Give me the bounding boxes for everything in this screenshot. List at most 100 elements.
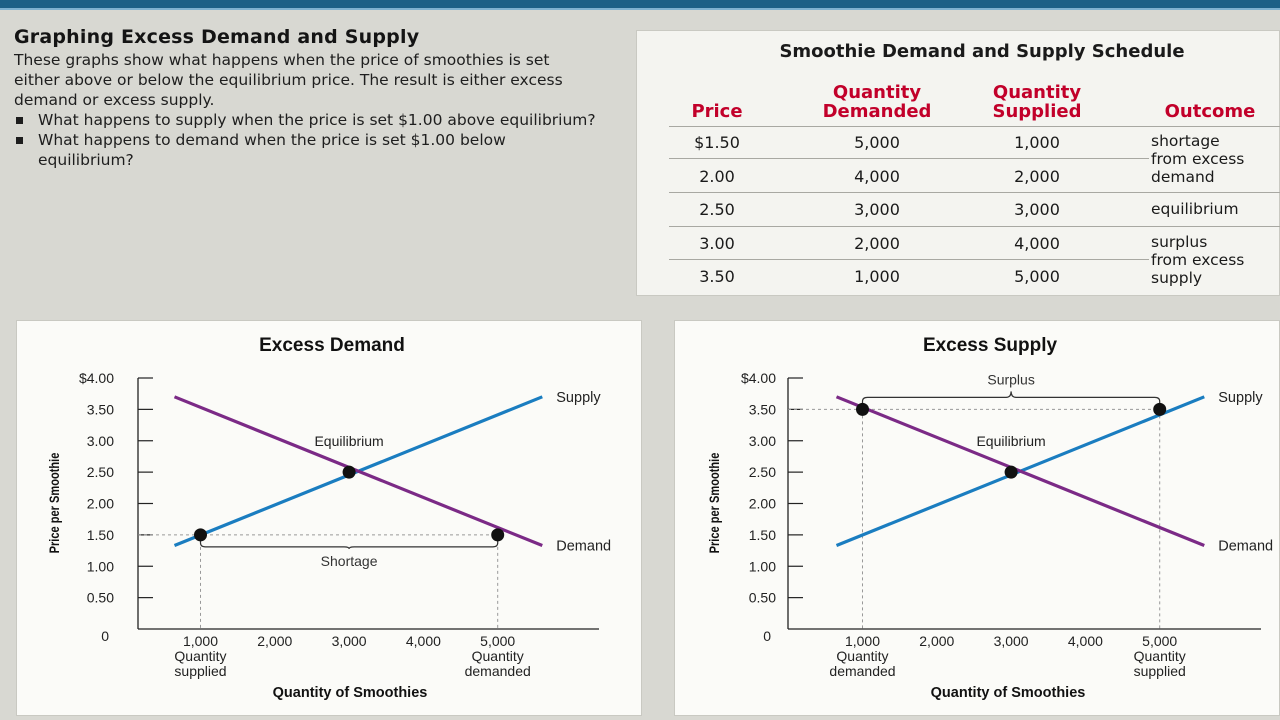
x-axis-label: Quantity of Smoothies — [931, 685, 1086, 701]
y-tick-label: 2.00 — [87, 496, 114, 512]
x-tick-label: 5,000 — [480, 633, 515, 649]
schedule-title: Smoothie Demand and Supply Schedule — [779, 41, 1185, 62]
y-tick-label: 1.00 — [749, 558, 776, 574]
x-tick-sublabel: supplied — [174, 663, 226, 679]
y-tick-label: 1.00 — [87, 558, 114, 574]
y-tick-label: 2.50 — [749, 464, 776, 480]
row-demanded: 1,000 — [854, 267, 900, 286]
bracket — [861, 391, 1161, 406]
outcome-surplus: surplus from excess supply — [1151, 233, 1245, 287]
row-price: 3.50 — [699, 267, 735, 286]
x-tick-label: 4,000 — [406, 633, 441, 649]
header-qs-line2: Supplied — [992, 101, 1082, 122]
x-tick-label: 3,000 — [994, 633, 1029, 649]
bullet-icon — [16, 117, 23, 124]
excess-demand-panel: Excess Demand 0 0.50 1.00 1.50 2.00 2.50 3.00 3.… — [16, 320, 642, 716]
price-point — [856, 402, 869, 416]
row-supplied: 3,000 — [1014, 200, 1060, 219]
price-point — [194, 528, 207, 542]
row-price: 3.00 — [699, 234, 735, 253]
x-tick-sublabel: supplied — [1134, 663, 1186, 679]
row-supplied: 1,000 — [1014, 133, 1060, 152]
series-line-demand — [173, 395, 543, 548]
equilibrium-label: Equilibrium — [976, 433, 1045, 449]
x-tick-sublabel: demanded — [465, 663, 531, 679]
y-tick-label: $4.00 — [79, 370, 114, 386]
y-axis-label: Price per Smoothie — [707, 452, 722, 553]
series-line-demand — [835, 395, 1205, 548]
y-tick-label: 0 — [763, 628, 771, 644]
x-tick-label: 2,000 — [257, 633, 292, 649]
excess-supply-chart: Excess Supply 0 0.50 1.00 1.50 2.00 2.50 3.00 3.… — [707, 335, 1273, 701]
y-tick-label: 3.50 — [87, 401, 114, 417]
question-list: What happens to supply when the price is… — [14, 110, 614, 170]
excess-supply-panel: Excess Supply 0 0.50 1.00 1.50 2.00 2.50 3.00 3.… — [674, 320, 1280, 716]
row-supplied: 5,000 — [1014, 267, 1060, 286]
y-tick-label: 2.00 — [749, 496, 776, 512]
y-tick-label: 3.50 — [749, 401, 776, 417]
row-price: 2.50 — [699, 200, 735, 219]
series-label-demand: Demand — [556, 539, 611, 555]
y-tick-label: 0.50 — [87, 590, 114, 606]
y-tick-label: 1.50 — [749, 527, 776, 543]
header-rule — [669, 126, 1280, 127]
x-tick-label: 4,000 — [1068, 633, 1103, 649]
y-tick-label: 2.50 — [87, 464, 114, 480]
series-label-supply: Supply — [556, 390, 601, 406]
row-supplied: 2,000 — [1014, 167, 1060, 186]
row-rule — [669, 158, 1149, 159]
x-tick-sublabel: Quantity — [472, 648, 524, 664]
question-text: What happens to demand when the price is… — [38, 131, 506, 169]
header-qd-line1: Quantity — [832, 82, 922, 103]
schedule-table: Smoothie Demand and Supply Schedule Pric… — [636, 30, 1280, 296]
x-axis-label: Quantity of Smoothies — [273, 685, 428, 701]
outcome-equilibrium: equilibrium — [1151, 200, 1239, 218]
row-rule — [669, 259, 1149, 260]
row-price: $1.50 — [694, 133, 740, 152]
equilibrium-point — [1004, 465, 1018, 479]
row-demanded: 3,000 — [854, 200, 900, 219]
row-rule — [669, 226, 1280, 227]
row-price: 2.00 — [699, 167, 735, 186]
y-tick-label: 3.00 — [87, 433, 114, 449]
y-tick-label: 3.00 — [749, 433, 776, 449]
y-axis-label: Price per Smoothie — [47, 452, 62, 553]
x-tick-label: 1,000 — [845, 633, 880, 649]
excess-demand-chart: Excess Demand 0 0.50 1.00 1.50 2.00 2.50 3.00 3.… — [47, 335, 611, 701]
chart-title: Excess Demand — [259, 335, 405, 356]
x-tick-sublabel: demanded — [829, 663, 895, 679]
bracket-label: Surplus — [987, 371, 1034, 387]
x-tick-label: 1,000 — [183, 633, 218, 649]
intro-title: Graphing Excess Demand and Supply — [14, 26, 420, 48]
series-label-supply: Supply — [1218, 390, 1263, 406]
price-point — [491, 528, 505, 542]
header-outcome: Outcome — [1164, 101, 1256, 122]
header-qs-line1: Quantity — [992, 82, 1082, 103]
row-supplied: 4,000 — [1014, 234, 1060, 253]
bracket — [199, 538, 499, 549]
x-tick-label: 5,000 — [1142, 633, 1177, 649]
row-demanded: 2,000 — [854, 234, 900, 253]
outcome-shortage: shortage from excess demand — [1151, 132, 1245, 186]
y-tick-label: 0 — [101, 628, 109, 644]
x-tick-sublabel: Quantity — [1134, 648, 1186, 664]
header-price: Price — [691, 101, 743, 122]
x-tick-sublabel: Quantity — [836, 648, 888, 664]
y-tick-label: 0.50 — [749, 590, 776, 606]
intro-paragraph: These graphs show what happens when the … — [14, 51, 563, 109]
x-tick-label: 3,000 — [332, 633, 367, 649]
row-rule — [669, 192, 1280, 193]
top-accent-bar — [0, 0, 1280, 10]
bracket-label: Shortage — [321, 553, 378, 569]
x-tick-label: 2,000 — [919, 633, 954, 649]
question-item: What happens to supply when the price is… — [14, 110, 598, 130]
bullet-icon — [16, 137, 23, 144]
question-item: What happens to demand when the price is… — [14, 130, 598, 170]
header-qd-line2: Demanded — [822, 101, 932, 122]
chart-title: Excess Supply — [923, 335, 1058, 356]
intro-section: Graphing Excess Demand and Supply These … — [14, 26, 614, 170]
question-text: What happens to supply when the price is… — [38, 111, 596, 129]
y-tick-label: $4.00 — [741, 370, 776, 386]
row-demanded: 4,000 — [854, 167, 900, 186]
x-tick-sublabel: Quantity — [174, 648, 226, 664]
